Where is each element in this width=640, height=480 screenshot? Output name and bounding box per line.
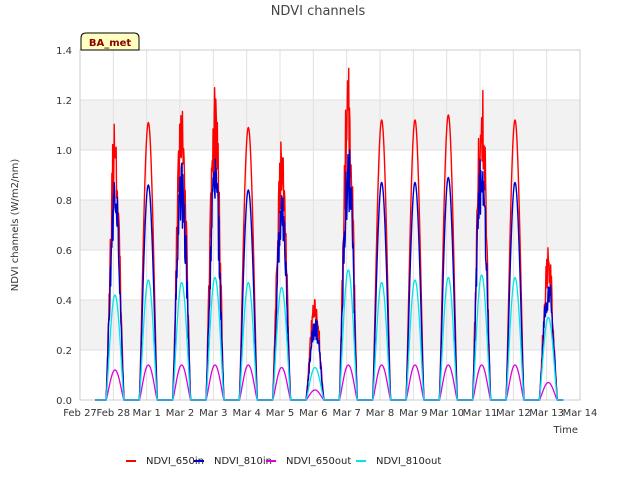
x-tick-label: Feb 27: [63, 408, 97, 419]
legend: NDVI_650in NDVI_810in NDVI_650out NDVI_810o…: [126, 456, 441, 467]
legend-label: NDVI_650in: [146, 456, 204, 467]
y-axis-label: NDVI channels (W/m2/nm): [10, 159, 21, 292]
x-tick-label: Mar 12: [496, 408, 531, 419]
x-tick-label: Mar 3: [199, 408, 227, 419]
series-line-ndvi-810out: [95, 269, 564, 401]
x-tick-label: Mar 11: [463, 408, 498, 419]
y-tick-label: 0.4: [56, 296, 72, 307]
x-tick-label: Feb 28: [97, 408, 131, 419]
y-tick-label: 0.8: [56, 196, 72, 207]
grid-band: [80, 300, 580, 350]
x-tick-label: Mar 6: [299, 408, 327, 419]
x-tick-label: Mar 4: [232, 408, 260, 419]
x-tick-label: Mar 8: [366, 408, 394, 419]
site-badge: BA_met: [80, 32, 140, 51]
background-bands: [80, 100, 580, 350]
y-tick-label: 1.0: [56, 146, 72, 157]
y-tick-label: 0.2: [56, 346, 72, 357]
x-axis-label: Time: [553, 425, 578, 436]
y-tick-labels: 0.0 0.2 0.4 0.6 0.8 1.0 1.2 1.4: [56, 46, 72, 407]
legend-label: NDVI_810in: [214, 456, 272, 467]
series-line-ndvi-810in: [95, 149, 564, 401]
series-line-ndvi-650out: [95, 364, 564, 401]
badge-label: BA_met: [89, 38, 132, 49]
x-tick-label: Mar 2: [166, 408, 194, 419]
legend-label: NDVI_650out: [286, 456, 351, 467]
x-tick-label: Mar 10: [429, 408, 464, 419]
series-lines: [95, 67, 564, 401]
y-tick-label: 1.4: [56, 46, 72, 57]
chart-title: NDVI channels: [271, 4, 366, 19]
x-tick-label: Mar 13: [529, 408, 564, 419]
x-tick-label: Mar 7: [332, 408, 360, 419]
legend-label: NDVI_810out: [376, 456, 441, 467]
x-tick-label: Mar 5: [266, 408, 294, 419]
x-tick-label: Mar 9: [399, 408, 427, 419]
x-tick-label: Mar 1: [132, 408, 160, 419]
y-tick-label: 0.6: [56, 246, 72, 257]
y-tick-label: 0.0: [56, 396, 72, 407]
x-tick-labels: Feb 27 Feb 28 Mar 1 Mar 2 Mar 3 Mar 4 Mar 5 Mar…: [63, 408, 597, 419]
x-tick-label: Mar 14: [563, 408, 598, 419]
y-tick-label: 1.2: [56, 96, 72, 107]
grid-band: [80, 100, 580, 150]
grid-band: [80, 200, 580, 250]
